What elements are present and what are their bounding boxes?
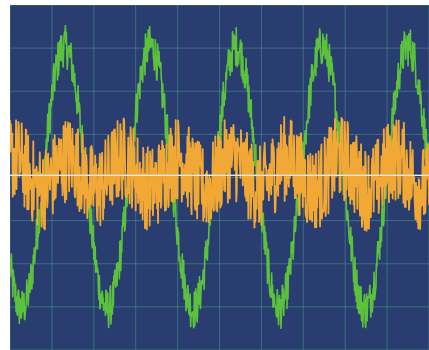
- chart-plot: [10, 5, 429, 350]
- oscilloscope-screen: [10, 5, 429, 350]
